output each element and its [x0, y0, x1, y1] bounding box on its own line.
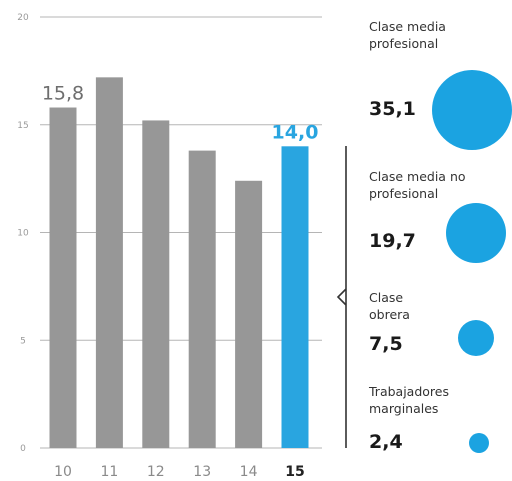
bar [142, 120, 170, 448]
bubble-profesional [432, 70, 512, 150]
bar [95, 77, 123, 448]
bubble-no-profesional [446, 203, 506, 263]
data-label: 15,8 [42, 83, 84, 105]
y-tick-label: 5 [20, 336, 26, 346]
x-tick-label: 12 [147, 464, 165, 480]
x-tick-labels: 10 11 12 13 14 15 [54, 464, 305, 480]
y-tick-labels: 20 15 10 5 0 [17, 13, 29, 454]
bar [49, 107, 77, 448]
class-value: 19,7 [369, 230, 416, 252]
class-label: Trabajadores marginales [369, 384, 449, 416]
class-item-no-profesional: Clase media no profesional 19,7 [369, 168, 509, 268]
bar [281, 146, 309, 449]
bars [49, 77, 309, 449]
bracket-brace [336, 146, 347, 448]
class-label: Clase media no profesional [369, 169, 466, 201]
y-tick-label: 10 [17, 229, 29, 239]
x-tick-label: 14 [240, 464, 258, 480]
class-item-obrera: Clase obrera 7,5 [369, 289, 509, 369]
class-label: Clase media profesional [369, 19, 446, 51]
class-item-marginales: Trabajadores marginales 2,4 [369, 383, 509, 463]
bar [235, 180, 263, 448]
data-labels: 15,8 14,0 [42, 83, 319, 144]
bubble-marginales [468, 432, 490, 454]
x-tick-label: 11 [100, 464, 118, 480]
x-tick-label: 13 [193, 464, 211, 480]
class-value: 7,5 [369, 333, 403, 355]
class-value: 2,4 [369, 431, 403, 453]
gridlines [40, 16, 322, 449]
y-tick-label: 20 [17, 13, 29, 23]
x-tick-label: 10 [54, 464, 72, 480]
data-label: 14,0 [272, 121, 319, 143]
class-value: 35,1 [369, 98, 416, 120]
y-tick-label: 15 [17, 121, 28, 131]
class-label: Clase obrera [369, 290, 410, 322]
bar [188, 150, 216, 449]
x-tick-label: 15 [285, 464, 304, 480]
class-item-profesional: Clase media profesional 35,1 [369, 18, 509, 148]
bubble-obrera [457, 319, 495, 357]
y-tick-label: 0 [20, 444, 26, 454]
